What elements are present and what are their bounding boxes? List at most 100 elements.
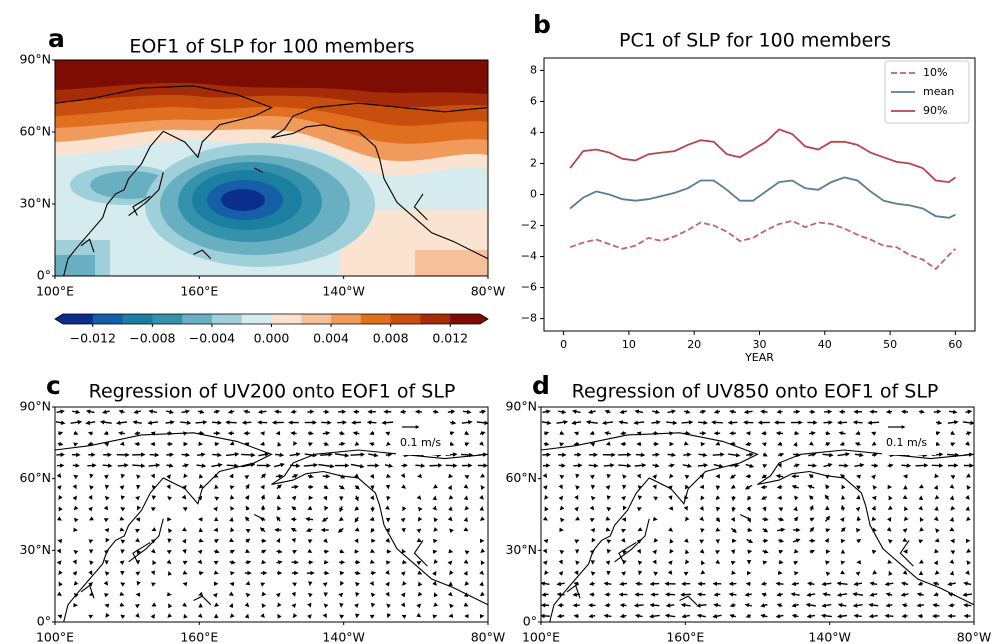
wind-vector bbox=[274, 409, 282, 414]
wind-vector bbox=[88, 495, 93, 501]
colorbar-swatch bbox=[271, 314, 302, 324]
wind-vector bbox=[808, 452, 817, 457]
wind-vector bbox=[85, 420, 96, 425]
wind-vector bbox=[245, 560, 252, 565]
y-tick-label: 0 bbox=[530, 188, 537, 201]
wind-vector bbox=[793, 463, 800, 468]
wind-vector bbox=[793, 561, 799, 566]
wind-vector bbox=[855, 571, 861, 577]
plot-frame bbox=[543, 57, 976, 332]
wind-vector bbox=[480, 548, 486, 553]
x-tick-label: 100°E bbox=[522, 630, 560, 644]
wind-vector bbox=[74, 517, 79, 523]
wind-vector bbox=[574, 539, 580, 544]
wind-vector bbox=[354, 570, 361, 576]
wind-vector bbox=[229, 560, 236, 565]
wind-vector bbox=[479, 591, 485, 597]
wind-vector bbox=[245, 505, 250, 511]
wind-vector bbox=[182, 507, 188, 512]
wind-vector bbox=[560, 517, 565, 523]
wind-vector bbox=[605, 560, 611, 566]
wind-vector bbox=[715, 559, 721, 564]
wind-vector bbox=[464, 430, 470, 435]
wind-vector bbox=[318, 463, 335, 469]
wind-vector bbox=[836, 592, 848, 597]
wind-vector bbox=[277, 602, 282, 608]
wind-vector bbox=[416, 603, 422, 609]
y-tick-label: 60°N bbox=[19, 470, 51, 485]
wind-vector bbox=[241, 462, 256, 468]
wind-vector bbox=[589, 581, 595, 586]
wind-vector bbox=[667, 560, 673, 566]
wind-vector bbox=[821, 603, 832, 608]
wind-vector bbox=[214, 602, 220, 607]
wind-vector bbox=[966, 548, 972, 553]
wind-vector bbox=[385, 581, 390, 587]
wind-vector bbox=[134, 613, 140, 618]
wind-vector bbox=[900, 581, 909, 586]
wind-vector bbox=[762, 528, 769, 533]
wind-vector bbox=[289, 452, 301, 457]
colorbar-swatch bbox=[360, 314, 392, 324]
wind-vector bbox=[416, 528, 422, 534]
wind-vector bbox=[260, 494, 265, 500]
wind-vector bbox=[915, 463, 929, 468]
wind-vector bbox=[277, 505, 282, 511]
wind-vector bbox=[322, 538, 328, 544]
wind-vector bbox=[808, 495, 814, 500]
wind-vector bbox=[840, 570, 846, 575]
wind-vector bbox=[259, 527, 266, 533]
wind-vector bbox=[620, 537, 626, 543]
wind-vector bbox=[603, 613, 612, 619]
wind-vector bbox=[276, 538, 281, 544]
wind-vector bbox=[151, 527, 157, 532]
wind-vector bbox=[793, 409, 801, 415]
y-tick-label: 30°N bbox=[19, 542, 51, 557]
wind-vector bbox=[543, 431, 550, 436]
y-tick-label: 0° bbox=[37, 614, 51, 629]
wind-vector bbox=[117, 463, 129, 468]
wind-vector bbox=[167, 613, 173, 618]
wind-vector bbox=[213, 409, 221, 415]
wind-vector bbox=[652, 474, 657, 480]
wind-vector bbox=[965, 441, 970, 446]
wind-vector bbox=[681, 420, 694, 425]
wind-vector bbox=[103, 505, 109, 511]
wind-vector bbox=[776, 592, 783, 597]
wind-vector bbox=[433, 517, 439, 523]
wind-vector bbox=[652, 484, 657, 490]
series-line bbox=[569, 219, 957, 271]
wind-vector bbox=[55, 420, 66, 425]
x-tick-label: 140°W bbox=[322, 284, 364, 299]
wind-vector bbox=[227, 409, 235, 414]
wind-vector bbox=[103, 580, 109, 586]
wind-vector bbox=[135, 571, 141, 576]
wind-vector bbox=[432, 580, 437, 586]
wind-vector bbox=[950, 442, 956, 447]
wind-vector bbox=[276, 484, 282, 490]
colorbar-tick-label: −0.004 bbox=[189, 331, 235, 346]
wind-vector bbox=[825, 430, 831, 436]
wind-vector bbox=[260, 473, 266, 479]
wind-vector bbox=[933, 516, 939, 522]
wind-vector bbox=[603, 463, 615, 468]
x-tick-label: 80°W bbox=[957, 630, 992, 644]
wind-vector bbox=[369, 516, 375, 522]
wind-vector bbox=[822, 592, 831, 597]
wind-vector bbox=[369, 495, 375, 501]
wind-vector bbox=[73, 430, 79, 435]
wind-vector bbox=[274, 462, 285, 468]
panel-label: c bbox=[46, 371, 61, 400]
x-tick-label: 140°W bbox=[322, 630, 364, 644]
wind-vector bbox=[946, 452, 960, 458]
wind-vector bbox=[778, 549, 784, 555]
wind-vector bbox=[605, 485, 611, 490]
wind-vector bbox=[384, 505, 390, 510]
wind-vector bbox=[544, 506, 549, 512]
wind-vector bbox=[182, 602, 188, 607]
wind-vector bbox=[665, 603, 675, 608]
wind-vector bbox=[932, 603, 940, 608]
x-tick-label: 40 bbox=[818, 338, 832, 351]
wind-vector bbox=[852, 603, 863, 608]
wind-vector bbox=[400, 517, 406, 523]
